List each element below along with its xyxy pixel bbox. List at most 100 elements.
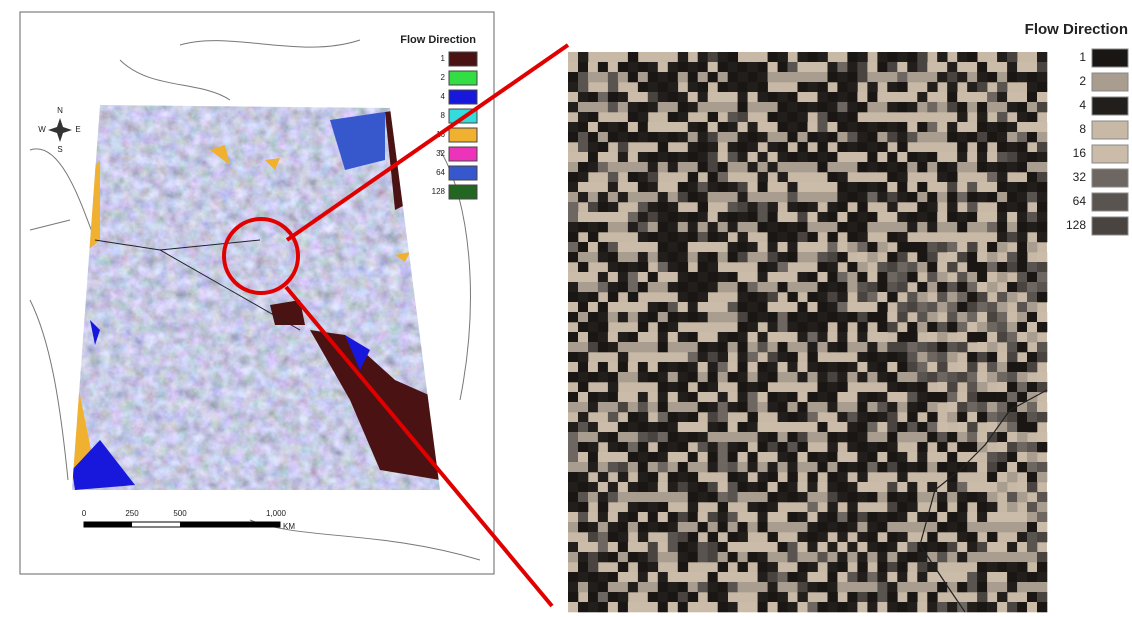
raster-cell [738,382,748,392]
raster-cell [927,242,937,252]
raster-cell [1017,462,1027,472]
raster-cell [578,192,588,202]
raster-cell [788,472,798,482]
raster-cell [1027,222,1037,232]
raster-cell [1027,332,1037,342]
raster-cell [768,192,778,202]
raster-cell [997,182,1007,192]
raster-cell [618,562,628,572]
raster-cell [788,432,798,442]
raster-cell [967,82,977,92]
raster-cell [778,352,788,362]
raster-cell [768,312,778,322]
raster-cell [718,372,728,382]
raster-cell [847,592,857,602]
raster-cell [618,572,628,582]
raster-cell [907,382,917,392]
raster-cell [808,82,818,92]
raster-cell [618,122,628,132]
raster-cell [957,252,967,262]
raster-cell [758,562,768,572]
raster-cell [728,182,738,192]
raster-cell [818,482,828,492]
raster-cell [907,322,917,332]
raster-cell [977,382,987,392]
raster-cell [917,482,927,492]
raster-cell [618,272,628,282]
raster-cell [638,302,648,312]
legend-swatch [1092,121,1128,139]
raster-cell [618,432,628,442]
raster-cell [678,512,688,522]
raster-cell [837,322,847,332]
raster-cell [907,342,917,352]
raster-cell [1027,292,1037,302]
raster-cell [748,202,758,212]
raster-cell [828,132,838,142]
raster-cell [1037,592,1047,602]
raster-cell [897,222,907,232]
legend-label: 4 [1079,98,1086,112]
raster-cell [877,52,887,62]
raster-cell [788,322,798,332]
raster-cell [728,142,738,152]
raster-cell [987,512,997,522]
raster-cell [608,252,618,262]
raster-cell [877,512,887,522]
raster-cell [877,332,887,342]
raster-cell [598,362,608,372]
raster-cell [728,462,738,472]
raster-cell [578,472,588,482]
raster-cell [917,372,927,382]
raster-cell [628,52,638,62]
raster-cell [1037,312,1047,322]
raster-cell [578,342,588,352]
raster-cell [847,502,857,512]
raster-cell [837,602,847,612]
raster-cell [1027,112,1037,122]
raster-cell [847,72,857,82]
raster-cell [658,302,668,312]
raster-cell [618,342,628,352]
raster-cell [698,522,708,532]
raster-cell [837,112,847,122]
raster-cell [847,132,857,142]
raster-cell [658,462,668,472]
raster-cell [678,402,688,412]
raster-cell [957,112,967,122]
raster-cell [937,492,947,502]
raster-cell [688,422,698,432]
raster-cell [638,82,648,92]
raster-cell [1037,232,1047,242]
raster-cell [798,412,808,422]
raster-cell [977,142,987,152]
raster-cell [828,62,838,72]
raster-cell [808,312,818,322]
raster-cell [887,532,897,542]
raster-cell [877,272,887,282]
raster-cell [628,552,638,562]
raster-cell [748,502,758,512]
raster-cell [708,492,718,502]
raster-cell [837,552,847,562]
raster-cell [678,112,688,122]
raster-cell [608,72,618,82]
raster-cell [957,162,967,172]
raster-cell [648,492,658,502]
raster-cell [688,532,698,542]
raster-cell [987,362,997,372]
raster-cell [598,182,608,192]
raster-cell [648,92,658,102]
raster-cell [937,462,947,472]
raster-cell [688,352,698,362]
raster-cell [598,122,608,132]
raster-cell [648,312,658,322]
raster-cell [997,592,1007,602]
raster-cell [987,182,997,192]
raster-cell [837,102,847,112]
raster-cell [618,62,628,72]
raster-cell [728,92,738,102]
raster-cell [638,532,648,542]
raster-cell [578,132,588,142]
raster-cell [937,62,947,72]
